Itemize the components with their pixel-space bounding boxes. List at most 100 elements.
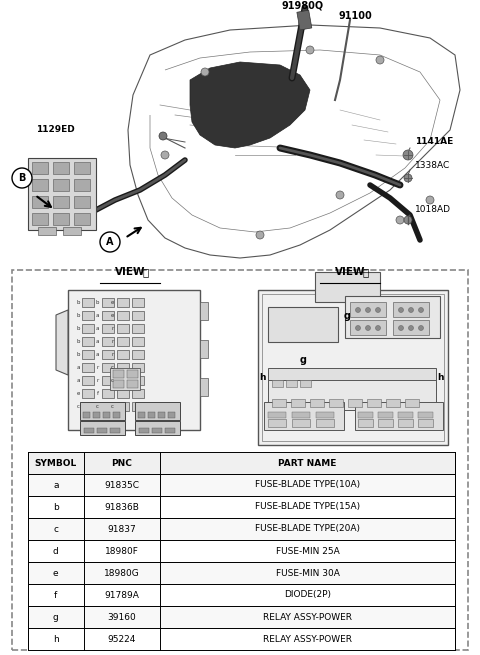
Bar [102, 363, 114, 372]
Bar [84, 428, 94, 433]
Bar [28, 518, 455, 540]
Bar [132, 402, 144, 411]
Text: g: g [344, 311, 350, 321]
Text: a: a [53, 481, 59, 489]
Circle shape [356, 326, 360, 331]
Circle shape [306, 46, 314, 54]
Bar [168, 412, 175, 418]
Circle shape [356, 307, 360, 312]
Text: r: r [112, 339, 114, 344]
Bar [117, 337, 129, 346]
Text: c: c [111, 404, 114, 409]
Bar [292, 412, 310, 418]
Bar [268, 412, 286, 418]
Bar [28, 474, 455, 496]
Bar [53, 162, 69, 174]
Bar [74, 162, 90, 174]
Bar [358, 412, 373, 418]
Text: A: A [106, 237, 114, 247]
Bar [268, 419, 286, 427]
Text: f: f [97, 391, 99, 396]
Bar [82, 389, 94, 398]
Bar [135, 421, 180, 435]
Bar [28, 496, 455, 518]
Bar [132, 324, 144, 333]
Text: r: r [97, 365, 99, 370]
Bar [28, 452, 455, 474]
Bar [32, 179, 48, 191]
Bar [97, 428, 107, 433]
Text: r: r [112, 352, 114, 357]
Bar [28, 562, 455, 584]
Bar [74, 179, 90, 191]
Text: Ⓑ: Ⓑ [363, 267, 369, 277]
Bar [53, 179, 69, 191]
Bar [272, 399, 286, 407]
Bar [82, 402, 94, 411]
Bar [393, 302, 429, 317]
Circle shape [408, 326, 413, 331]
Bar [264, 402, 344, 430]
Bar [28, 606, 455, 628]
Bar [102, 389, 114, 398]
Bar [28, 628, 455, 650]
Bar [102, 337, 114, 346]
Bar [148, 412, 155, 418]
Text: a: a [76, 378, 80, 383]
Bar [80, 402, 125, 420]
Bar [53, 196, 69, 208]
Bar [158, 412, 165, 418]
Text: b: b [76, 300, 80, 305]
Text: b: b [76, 313, 80, 318]
Text: RELAY ASSY-POWER: RELAY ASSY-POWER [263, 635, 352, 643]
Circle shape [396, 216, 404, 224]
Circle shape [426, 196, 434, 204]
Text: VIEW: VIEW [335, 267, 365, 277]
Text: e: e [110, 313, 114, 318]
Bar [80, 421, 125, 435]
Circle shape [375, 307, 381, 312]
Bar [132, 376, 144, 385]
Text: g: g [53, 612, 59, 622]
Bar [132, 298, 144, 307]
Bar [139, 428, 149, 433]
Bar [117, 311, 129, 320]
Text: d: d [53, 546, 59, 555]
Bar [268, 307, 338, 342]
Text: 1338AC: 1338AC [415, 160, 450, 170]
Bar [117, 350, 129, 359]
Bar [113, 370, 124, 378]
Text: b: b [76, 326, 80, 331]
Bar [132, 389, 144, 398]
Bar [74, 196, 90, 208]
Text: 91837: 91837 [108, 525, 136, 534]
Bar [102, 402, 114, 411]
Bar [117, 363, 129, 372]
Bar [393, 320, 429, 335]
Bar [132, 363, 144, 372]
Bar [127, 370, 138, 378]
Bar [82, 311, 94, 320]
Text: FUSE-MIN 25A: FUSE-MIN 25A [276, 546, 339, 555]
Text: b: b [53, 502, 59, 512]
Text: FUSE-MIN 30A: FUSE-MIN 30A [276, 569, 340, 578]
Text: c: c [111, 365, 114, 370]
Bar [378, 412, 393, 418]
Bar [272, 380, 283, 387]
Circle shape [365, 307, 371, 312]
Bar [329, 399, 343, 407]
Bar [83, 412, 90, 418]
Bar [68, 290, 200, 430]
Bar [297, 10, 312, 30]
Text: a: a [96, 326, 99, 331]
Bar [32, 196, 48, 208]
Text: FUSE-BLADE TYPE(10A): FUSE-BLADE TYPE(10A) [255, 481, 360, 489]
Circle shape [404, 174, 412, 182]
Text: RELAY ASSY-POWER: RELAY ASSY-POWER [263, 612, 352, 622]
Bar [316, 412, 334, 418]
Text: 91835C: 91835C [105, 481, 139, 489]
Bar [165, 428, 175, 433]
Bar [117, 324, 129, 333]
Bar [53, 213, 69, 225]
Bar [113, 380, 124, 388]
